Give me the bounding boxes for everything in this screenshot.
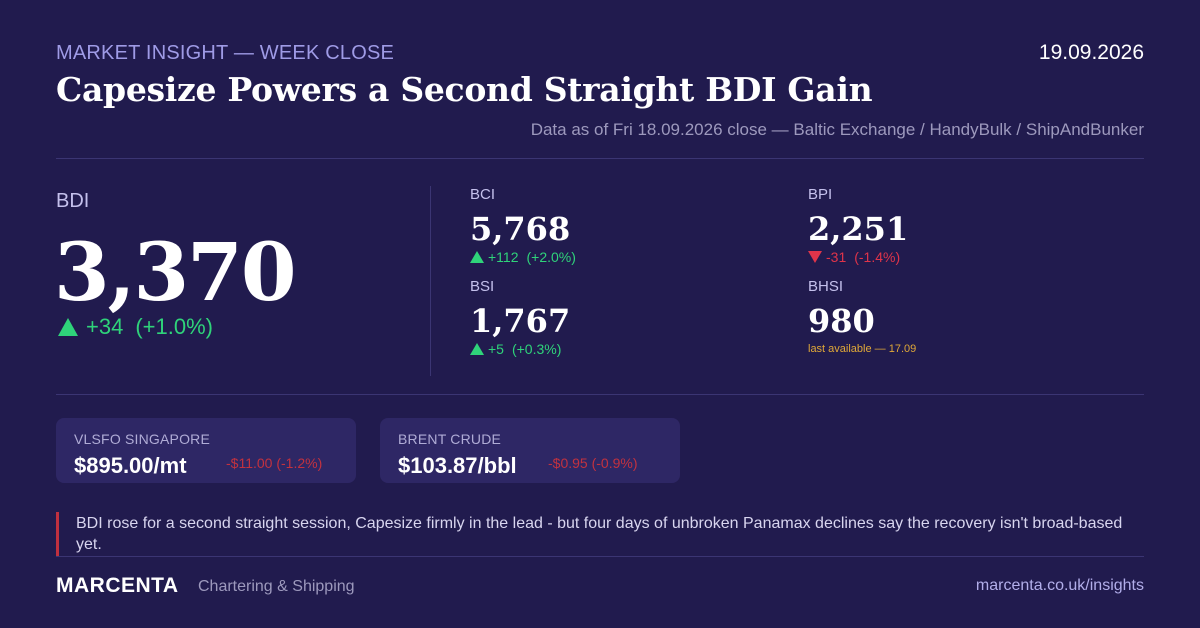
report-date: 19.09.2026 xyxy=(1038,41,1144,64)
card-label: BRENT CRUDE xyxy=(398,431,502,447)
index-change-value: +5 xyxy=(488,341,504,357)
index-value: 980 xyxy=(808,302,875,340)
index-label: BCI xyxy=(470,186,496,203)
brand-logo: MARCENTA xyxy=(56,574,179,597)
bdi-change: +34 (+1.0%) xyxy=(58,314,213,340)
footer-divider xyxy=(56,556,1144,557)
quote-bar xyxy=(56,512,59,556)
triangle-down-icon xyxy=(808,251,822,263)
vlsfo-card: VLSFO SINGAPORE $895.00/mt -$11.00 (-1.2… xyxy=(56,418,356,483)
triangle-up-icon xyxy=(58,318,78,336)
bdi-change-value: +34 xyxy=(86,314,124,339)
index-change: +5 (+0.3%) xyxy=(470,341,570,357)
insights-link[interactable]: marcenta.co.uk/insights xyxy=(975,577,1144,594)
vertical-divider xyxy=(430,186,431,376)
index-value: 1,767 xyxy=(470,302,571,340)
index-change-value: +112 xyxy=(488,249,519,265)
index-change: -31 (-1.4%) xyxy=(808,249,908,265)
kicker: MARKET INSIGHT — WEEK CLOSE xyxy=(56,42,395,64)
index-bpi: BPI 2,251 -31 (-1.4%) xyxy=(808,186,908,265)
bdi-change-pct: (+1.0%) xyxy=(135,314,213,339)
triangle-up-icon xyxy=(470,343,484,355)
index-label: BPI xyxy=(808,186,833,203)
card-label: VLSFO SINGAPORE xyxy=(74,431,211,447)
data-source: Data as of Fri 18.09.2026 close — Baltic… xyxy=(530,120,1144,139)
index-bsi: BSI 1,767 +5 (+0.3%) xyxy=(470,278,570,357)
card-value: $103.87/bbl xyxy=(398,453,517,478)
bdi-label: BDI xyxy=(56,190,90,212)
index-change-pct: (+0.3%) xyxy=(511,341,562,357)
section-divider xyxy=(56,394,1144,395)
header-divider xyxy=(56,158,1144,159)
triangle-up-icon xyxy=(470,251,484,263)
index-change: +112 (+2.0%) xyxy=(470,249,576,265)
index-label: BSI xyxy=(470,278,495,295)
bdi-value: 3,370 xyxy=(54,225,297,319)
index-bci: BCI 5,768 +112 (+2.0%) xyxy=(470,186,576,265)
page-title: Capesize Powers a Second Straight BDI Ga… xyxy=(56,70,873,109)
brand-tagline: Chartering & Shipping xyxy=(198,578,355,595)
card-value: $895.00/mt xyxy=(74,453,187,478)
index-note: last available — 17.09 xyxy=(808,343,917,355)
index-label: BHSI xyxy=(808,278,844,295)
brent-card: BRENT CRUDE $103.87/bbl -$0.95 (-0.9%) xyxy=(380,418,680,483)
index-value: 2,251 xyxy=(808,210,909,248)
index-change-pct: (+2.0%) xyxy=(526,249,576,265)
index-bhsi: BHSI 980 last available — 17.09 xyxy=(808,278,916,355)
card-change: -$11.00 (-1.2%) xyxy=(226,455,323,471)
index-value: 5,768 xyxy=(470,210,571,248)
card-change: -$0.95 (-0.9%) xyxy=(548,455,638,471)
index-change-value: -31 xyxy=(826,249,847,265)
index-change-pct: (-1.4%) xyxy=(854,249,901,265)
commentary: BDI rose for a second straight session, … xyxy=(76,515,1123,553)
